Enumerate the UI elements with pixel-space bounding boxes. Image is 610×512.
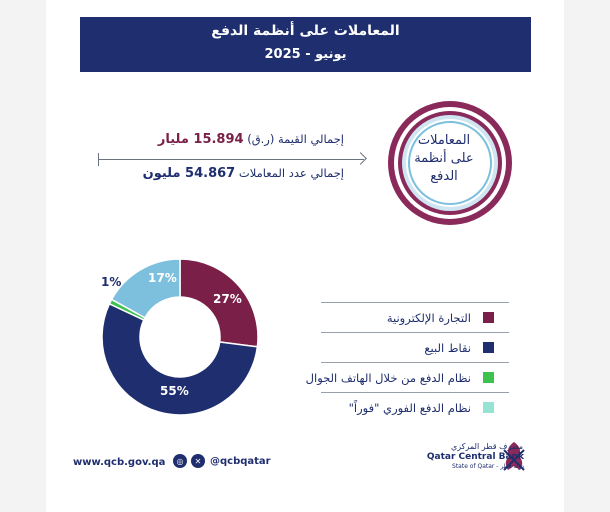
legend-item-mobile: نظام الدفع من خلال الهاتف الجوال	[306, 362, 509, 392]
logo-sub-text: State of Qatar - دولة قطر	[452, 463, 524, 470]
legend-label: التجارة الإلكترونية	[386, 310, 471, 325]
total-count-label: إجمالي عدد المعاملات	[238, 166, 344, 180]
social-handle-text[interactable]: @qcbqatar	[210, 455, 271, 467]
connector-line	[98, 159, 364, 160]
slice-instant	[110, 258, 181, 319]
social-handle[interactable]: ◎ ✕ @qcbqatar	[173, 454, 271, 468]
slice-label-mobile: 1%	[101, 275, 122, 289]
logo-english-text: Qatar Central Bank	[426, 452, 524, 462]
legend-label: نظام الدفع من خلال الهاتف الجوال	[305, 370, 471, 385]
legend-swatch	[483, 402, 494, 413]
slice-pos	[101, 302, 259, 416]
slice-label-ecommerce: 27%	[213, 292, 242, 306]
total-value-amount: 15.894 مليار	[157, 132, 244, 147]
legend-label: نظام الدفع الفوري "فوراً"	[348, 400, 471, 415]
legend-swatch	[483, 372, 494, 383]
legend-item-pos: نقاط البيع	[321, 332, 509, 362]
legend-item-instant: نظام الدفع الفوري "فوراً"	[321, 392, 509, 422]
circle-label: المعاملات على أنظمة الدفع	[398, 132, 490, 192]
concentric-circles-icon	[388, 101, 512, 225]
legend-swatch	[483, 342, 494, 353]
logo-arabic-text: مصرف قطر المركزي	[451, 442, 523, 451]
website-link[interactable]: www.qcb.gov.qa	[73, 457, 166, 468]
infographic-card	[46, 0, 564, 512]
slice-ecommerce	[179, 258, 259, 348]
chart-legend: التجارة الإلكترونية نقاط البيع نظام الدف…	[306, 302, 509, 422]
legend-item-ecommerce: التجارة الإلكترونية	[321, 302, 509, 332]
qcb-emblem-logo	[503, 442, 525, 471]
total-value-label: إجمالي القيمة (ر.ق)	[247, 132, 344, 146]
title-banner: المعاملات على أنظمة الدفع يونيو - 2025	[80, 17, 531, 72]
circle-label-line1: المعاملات	[417, 133, 471, 148]
circle-label-line2: على أنظمة	[414, 151, 474, 166]
slice-label-pos: 55%	[160, 384, 189, 398]
total-count-amount: 54.867 مليون	[142, 166, 236, 181]
x-icon[interactable]: ✕	[191, 454, 205, 468]
slice-label-instant: 17%	[148, 271, 177, 285]
total-value-row: إجمالي القيمة (ر.ق) 15.894 مليار	[158, 132, 344, 147]
legend-swatch	[483, 312, 494, 323]
page-title: المعاملات على أنظمة الدفع	[211, 23, 400, 39]
circle-label-line3: الدفع	[430, 169, 458, 184]
legend-label: نقاط البيع	[424, 340, 471, 355]
instagram-icon[interactable]: ◎	[173, 454, 187, 468]
total-count-row: إجمالي عدد المعاملات 54.867 مليون	[143, 166, 344, 181]
period-label: يونيو - 2025	[264, 47, 347, 62]
